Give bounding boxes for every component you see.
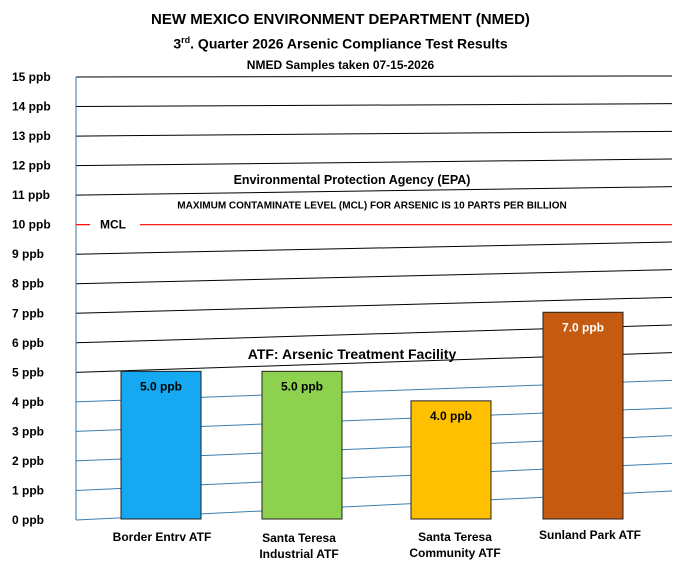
annotations: Environmental Protection Agency (EPA) MAX… (177, 173, 566, 362)
gridline (75, 186, 673, 196)
bar-data-label: 5.0 ppb (281, 379, 323, 393)
chart-subtitle: 3rd. Quarter 2026 Arsenic Compliance Tes… (0, 30, 681, 54)
y-tick-label: 6 ppb (12, 336, 44, 350)
x-category-label: Sunland Park ATF (539, 528, 641, 542)
gridline (75, 130, 673, 137)
y-tick-label: 4 ppb (12, 395, 44, 409)
x-axis-categories: Border Entrv ATF Santa Teresa Industrial A… (113, 528, 641, 561)
gridline (75, 75, 673, 78)
bar (410, 400, 492, 520)
y-tick-label: 9 ppb (12, 247, 44, 261)
chart-header: NEW MEXICO ENVIRONMENT DEPARTMENT (NMED)… (0, 10, 681, 76)
chart-title: NEW MEXICO ENVIRONMENT DEPARTMENT (NMED) (151, 11, 530, 28)
chart-samples-date: NMED Samples taken 07-15-2026 (246, 57, 435, 72)
y-tick-label: 2 ppb (12, 454, 44, 468)
gridline (75, 103, 673, 108)
mcl-label: MCL (100, 218, 126, 232)
mcl-reference: MCL (76, 218, 672, 232)
x-category-label: Industrial ATF (259, 547, 338, 561)
gridline (75, 269, 673, 285)
bar (120, 370, 202, 520)
bar (542, 311, 624, 520)
y-tick-label: 1 ppb (12, 483, 44, 497)
y-tick-label: 12 ppb (12, 159, 51, 173)
y-tick-label: 11 ppb (12, 188, 50, 202)
y-tick-label: 10 ppb (12, 218, 51, 232)
subtitle-prefix: 3 (173, 35, 182, 52)
y-tick-label: 3 ppb (12, 424, 44, 438)
gridline (75, 158, 673, 167)
y-tick-label: 0 ppb (12, 513, 44, 527)
subtitle-rest: . Quarter 2026 Arsenic Compliance Test R… (190, 35, 508, 52)
bar-data-label: 4.0 ppb (430, 409, 472, 423)
x-category-label: Border Entrv ATF (113, 530, 212, 544)
epa-annotation: Environmental Protection Agency (EPA) (234, 173, 471, 187)
x-category-label: Community ATF (409, 546, 500, 560)
x-category-label: Santa Teresa (262, 531, 336, 545)
bar-data-label: 5.0 ppb (140, 379, 182, 393)
y-tick-label: 7 ppb (12, 306, 44, 320)
y-tick-label: 5 ppb (12, 365, 44, 379)
subtitle-superscript: rd (181, 35, 191, 45)
y-axis-ticks: 0 ppb 1 ppb 2 ppb 3 ppb 4 ppb 5 ppb 6 ppb 7 ppb… (12, 70, 51, 527)
y-tick-label: 14 ppb (12, 100, 51, 114)
y-tick-label: 8 ppb (12, 277, 44, 291)
gridline (75, 296, 673, 314)
bars: 5.0 ppb 5.0 ppb 4.0 ppb 7.0 ppb (120, 311, 624, 520)
mcl-annotation: MAXIMUM CONTAMINATE LEVEL (MCL) FOR ARSE… (177, 201, 566, 212)
bar-data-label: 7.0 ppb (562, 320, 604, 334)
x-category-label: Santa Teresa (418, 530, 492, 544)
atf-annotation: ATF: Arsenic Treatment Facility (248, 346, 457, 362)
y-tick-label: 15 ppb (12, 70, 51, 84)
bar (261, 370, 343, 520)
y-tick-label: 13 ppb (12, 129, 51, 143)
gridline (75, 241, 673, 255)
